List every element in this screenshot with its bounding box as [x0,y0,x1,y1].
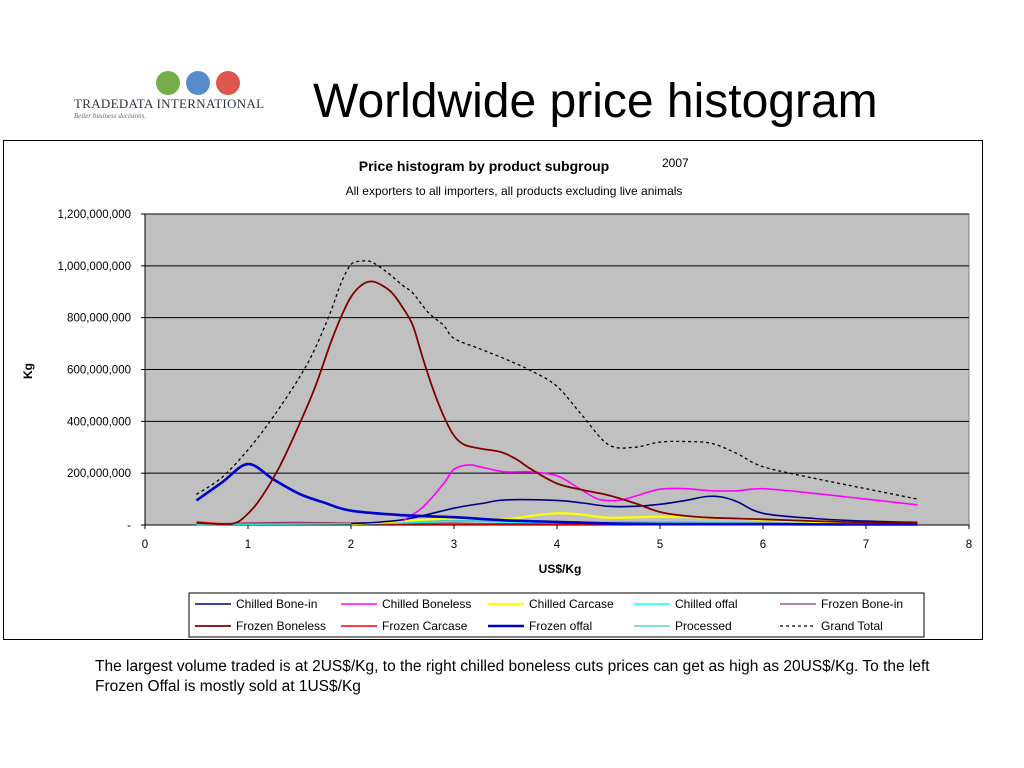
x-tick-label: 3 [451,539,457,551]
legend-label-processed: Processed [675,619,732,633]
x-axis-label: US$/Kg [539,562,582,576]
chart-frame: Price histogram by product subgroup 2007… [3,140,983,640]
x-tick-label: 5 [657,539,663,551]
chart-year: 2007 [662,156,689,170]
x-tick-label: 4 [554,539,561,551]
x-tick-label: 8 [966,539,972,551]
y-tick-label: 1,000,000,000 [57,261,131,273]
chart-title: Price histogram by product subgroup [359,158,609,174]
series-line-frozen-boneless [196,280,918,526]
series-line-grand-total [196,260,918,500]
y-axis-label: Kg [21,363,35,379]
x-tick-label: 0 [142,539,148,551]
y-tick-label: - [127,520,131,532]
series-line-frozen-offal [195,462,918,526]
legend-label-frozen-carcase: Frozen Carcase [382,619,468,633]
legend-box [188,592,925,638]
legend-label-chilled-offal: Chilled offal [675,597,737,611]
legend-label-frozen-bone-in: Frozen Bone-in [821,597,903,611]
x-tick-label: 7 [863,539,869,551]
legend-label-frozen-boneless: Frozen Boneless [236,619,326,633]
chart-subtitle: All exporters to all importers, all prod… [346,184,683,198]
logo-name: TRADEDATA INTERNATIONAL [74,96,265,111]
y-tick-label: 800,000,000 [67,313,131,325]
tradedata-logo: TRADEDATA INTERNATIONAL Better business … [72,68,264,124]
legend-label-chilled-boneless: Chilled Boneless [382,597,471,611]
logo-tagline: Better business decisions. [74,112,147,120]
y-tick-label: 1,200,000,000 [57,209,131,221]
slide-caption: The largest volume traded is at 2US$/Kg,… [95,658,930,695]
legend-label-chilled-carcase: Chilled Carcase [529,597,614,611]
legend-label-frozen-offal: Frozen offal [529,619,592,633]
y-tick-label: 200,000,000 [67,468,131,480]
x-tick-label: 1 [245,539,251,551]
legend-label-grand-total: Grand Total [821,619,883,633]
globes-icon [156,71,240,95]
y-tick-label: 400,000,000 [67,416,131,428]
price-histogram-chart: Price histogram by product subgroup 2007… [21,156,972,638]
y-tick-label: 600,000,000 [67,365,131,377]
x-tick-label: 2 [348,539,354,551]
legend-label-chilled-bone-in: Chilled Bone-in [236,597,317,611]
series-line-chilled-boneless [402,464,918,522]
series-line-chilled-bone-in [350,495,918,525]
slide-title: Worldwide price histogram [313,75,878,128]
x-tick-label: 6 [760,539,766,551]
